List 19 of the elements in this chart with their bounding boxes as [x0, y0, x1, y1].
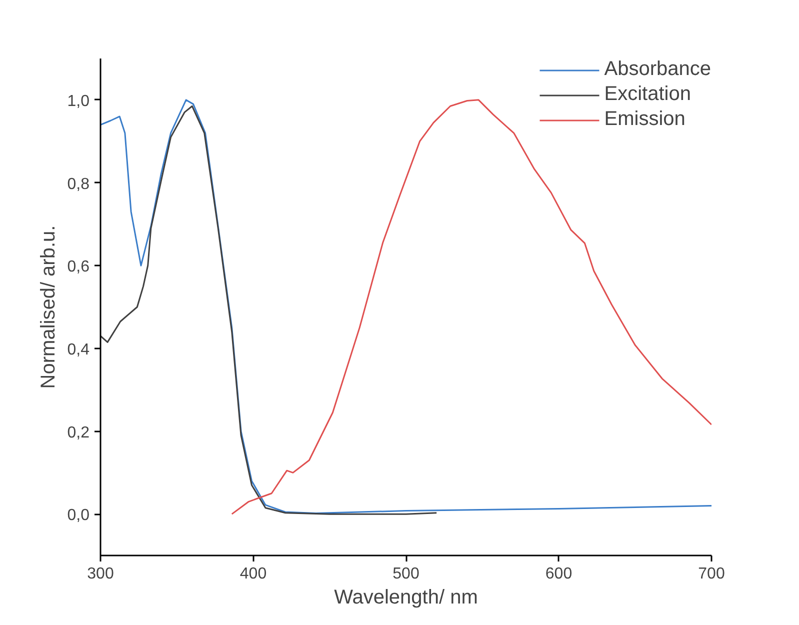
x-tick-label: 600: [545, 566, 572, 582]
legend-label: Absorbance: [604, 58, 711, 81]
y-tick-label: 0,8: [67, 176, 90, 193]
x-tick-label: 300: [87, 566, 114, 582]
legend-label: Emission: [604, 108, 686, 131]
y-tick-label: 0,0: [67, 507, 90, 524]
x-tick-label: 700: [698, 566, 725, 582]
x-tick-label: 400: [240, 566, 267, 582]
legend-label: Excitation: [604, 83, 691, 106]
y-tick-label: 0,4: [67, 341, 90, 358]
y-axis-title: Normalised/ arb.u.: [37, 225, 60, 389]
y-tick-label: 1,0: [67, 92, 90, 110]
line-series: [100, 99, 712, 514]
x-tick-label: 500: [392, 566, 420, 582]
line-series: [231, 99, 712, 515]
y-tick-label: 0,6: [67, 258, 90, 276]
line-series: [100, 105, 438, 515]
x-axis-title: Wavelength/ nm: [334, 586, 478, 608]
y-tick-label: 0,2: [67, 424, 90, 442]
